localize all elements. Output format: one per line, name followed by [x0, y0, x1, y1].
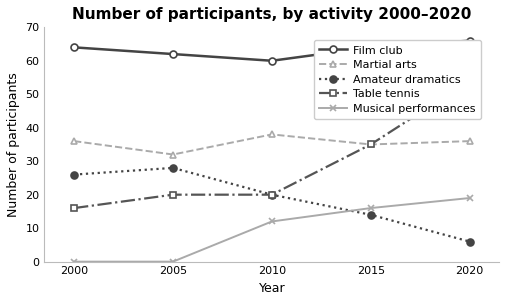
Film club	[170, 52, 176, 56]
Table tennis	[466, 79, 473, 83]
Amateur dramatics	[368, 213, 374, 217]
Amateur dramatics	[71, 173, 77, 176]
Table tennis	[71, 206, 77, 210]
Table tennis	[170, 193, 176, 197]
Martial arts	[466, 139, 473, 143]
Musical performances	[71, 260, 77, 263]
Line: Film club: Film club	[71, 37, 473, 64]
Title: Number of participants, by activity 2000–2020: Number of participants, by activity 2000…	[72, 7, 472, 22]
Table tennis	[269, 193, 275, 197]
Film club	[269, 59, 275, 63]
Martial arts	[269, 133, 275, 136]
Y-axis label: Number of participants: Number of participants	[7, 72, 20, 217]
Film club	[466, 39, 473, 43]
Amateur dramatics	[170, 166, 176, 170]
Film club	[368, 46, 374, 49]
Martial arts	[170, 153, 176, 156]
Film club	[71, 46, 77, 49]
Musical performances	[368, 206, 374, 210]
Line: Amateur dramatics: Amateur dramatics	[71, 164, 473, 245]
Martial arts	[71, 139, 77, 143]
Musical performances	[170, 260, 176, 263]
Amateur dramatics	[269, 193, 275, 197]
Line: Martial arts: Martial arts	[71, 131, 473, 158]
Table tennis	[368, 143, 374, 146]
Line: Musical performances: Musical performances	[71, 194, 473, 265]
Martial arts	[368, 143, 374, 146]
X-axis label: Year: Year	[259, 282, 285, 295]
Musical performances	[269, 220, 275, 223]
Legend: Film club, Martial arts, Amateur dramatics, Table tennis, Musical performances: Film club, Martial arts, Amateur dramati…	[314, 40, 481, 119]
Amateur dramatics	[466, 240, 473, 243]
Musical performances	[466, 196, 473, 200]
Line: Table tennis: Table tennis	[71, 77, 473, 211]
